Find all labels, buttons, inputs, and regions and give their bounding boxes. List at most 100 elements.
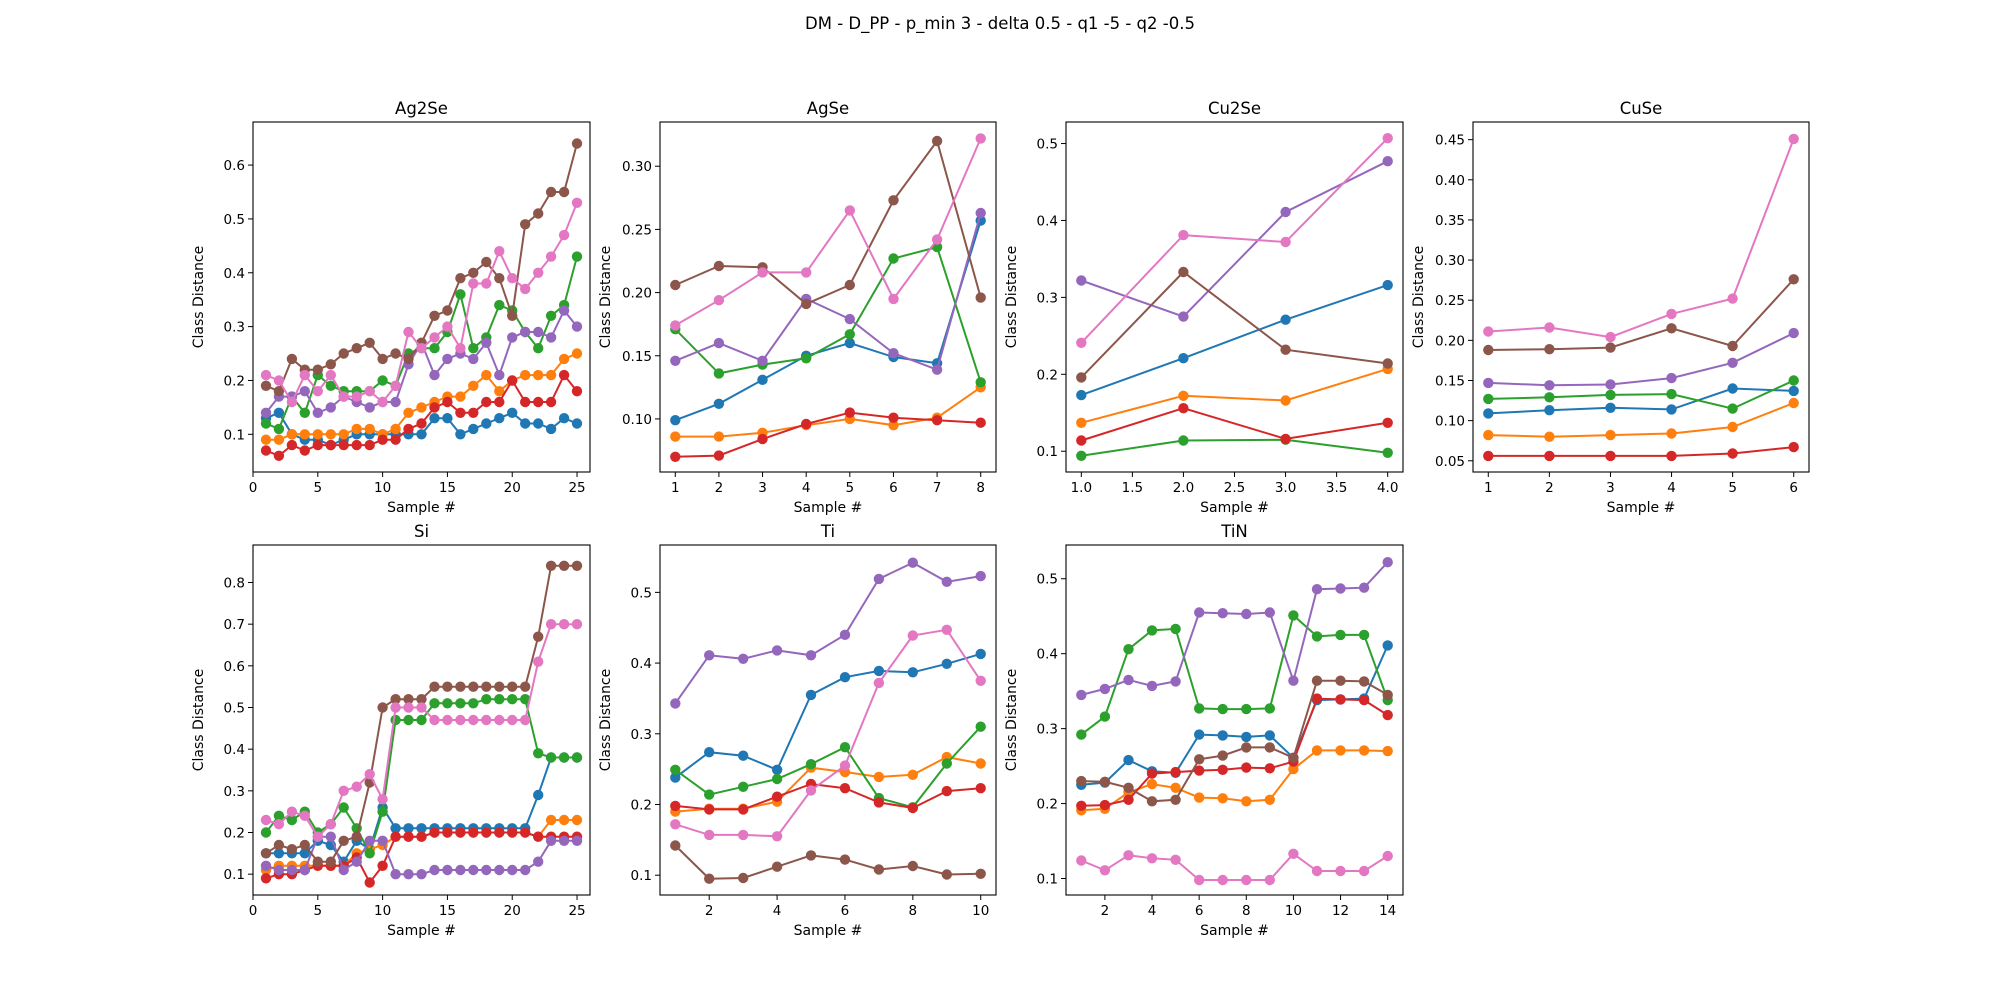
y-tick-label: 0.8 (224, 576, 245, 592)
data-point (844, 313, 855, 325)
series-line-5 (1080, 270, 1388, 379)
data-point (931, 415, 943, 426)
data-point (844, 329, 855, 340)
data-point (571, 814, 583, 826)
x-tick-label: 4 (1667, 480, 1676, 496)
data-point (1335, 745, 1346, 756)
data-point (558, 752, 570, 763)
y-tick-label: 0.30 (622, 159, 652, 175)
data-point (429, 864, 440, 876)
data-point (520, 827, 531, 838)
data-point (1382, 417, 1393, 428)
data-point (738, 781, 749, 792)
data-point (1123, 850, 1134, 861)
series-line-6 (675, 628, 982, 838)
data-point (704, 650, 715, 661)
data-point (533, 326, 544, 338)
data-point (377, 794, 388, 805)
data-point (260, 860, 272, 871)
y-tick-label: 0.2 (224, 373, 245, 389)
series-line-5 (674, 844, 981, 880)
data-point (558, 619, 570, 630)
data-point (390, 714, 401, 726)
data-point (1178, 311, 1189, 322)
subplot-title: Cu2Se (1208, 99, 1261, 118)
data-point (481, 337, 492, 348)
y-tick-label: 0.4 (631, 656, 652, 672)
data-point (545, 396, 557, 408)
data-point (1727, 448, 1738, 459)
data-point (364, 402, 375, 413)
data-point (1544, 405, 1555, 416)
data-point (888, 348, 899, 359)
data-point (771, 764, 783, 775)
series-line-3 (1080, 407, 1388, 442)
series-line-5 (1488, 278, 1795, 351)
data-point (455, 698, 466, 709)
data-point (1727, 403, 1738, 414)
data-point (1217, 730, 1228, 741)
data-point (1544, 344, 1555, 355)
data-point (670, 415, 681, 426)
data-point (364, 337, 375, 348)
data-point (771, 861, 783, 872)
data-point (545, 814, 557, 826)
data-point (260, 873, 272, 884)
data-point (520, 396, 531, 408)
data-point (1335, 629, 1346, 641)
data-point (907, 557, 918, 568)
data-point (273, 375, 285, 386)
data-point (390, 694, 401, 705)
data-point (286, 806, 298, 817)
data-point (545, 423, 557, 435)
data-point (1099, 799, 1111, 811)
series-line-6 (1080, 137, 1389, 344)
data-point (455, 714, 466, 726)
data-point (1358, 629, 1370, 641)
data-point (442, 321, 453, 332)
data-point (571, 752, 583, 763)
data-point (1264, 742, 1276, 753)
data-point (468, 423, 479, 435)
data-point (805, 689, 817, 701)
data-point (390, 823, 401, 834)
data-point (520, 283, 531, 295)
x-tick-label: 2.5 (1224, 480, 1245, 496)
data-point (713, 450, 725, 461)
data-point (1194, 729, 1205, 740)
data-point (351, 856, 362, 867)
x-tick-label: 1 (1484, 480, 1493, 496)
subplot-5: 2 4 6 8 10 0.1 0.2 0.3 0.4 0.5 Ti Sample # Class Dis… (598, 522, 997, 939)
series-line-2 (1488, 379, 1795, 410)
axes-frame (1472, 121, 1810, 473)
x-tick-label: 25 (568, 480, 585, 496)
x-tick-label: 2 (705, 903, 714, 919)
data-point (416, 418, 427, 429)
data-point (738, 872, 749, 884)
data-point (338, 348, 349, 359)
data-point (481, 694, 492, 705)
data-point (416, 702, 427, 713)
x-axis-label: Sample # (1607, 500, 1676, 516)
data-point (260, 369, 272, 381)
series-line-2 (1081, 438, 1388, 457)
data-point (1099, 683, 1111, 695)
y-axis-label: Class Distance (1411, 246, 1427, 349)
y-tick-label: 0.4 (1037, 647, 1058, 663)
data-point (273, 864, 285, 876)
data-point (771, 831, 783, 842)
data-point (429, 310, 440, 321)
x-tick-label: 15 (439, 903, 456, 919)
data-point (273, 386, 285, 397)
data-point (1605, 342, 1616, 353)
series-line-1 (675, 756, 981, 813)
data-point (1170, 782, 1181, 793)
data-point (1311, 631, 1323, 642)
y-tick-label: 0.6 (224, 158, 245, 174)
data-point (738, 750, 749, 761)
data-point (545, 752, 557, 763)
data-point (273, 450, 285, 461)
x-axis-label: Sample # (1200, 923, 1269, 939)
data-point (941, 576, 952, 587)
series-line-4 (1080, 160, 1389, 318)
